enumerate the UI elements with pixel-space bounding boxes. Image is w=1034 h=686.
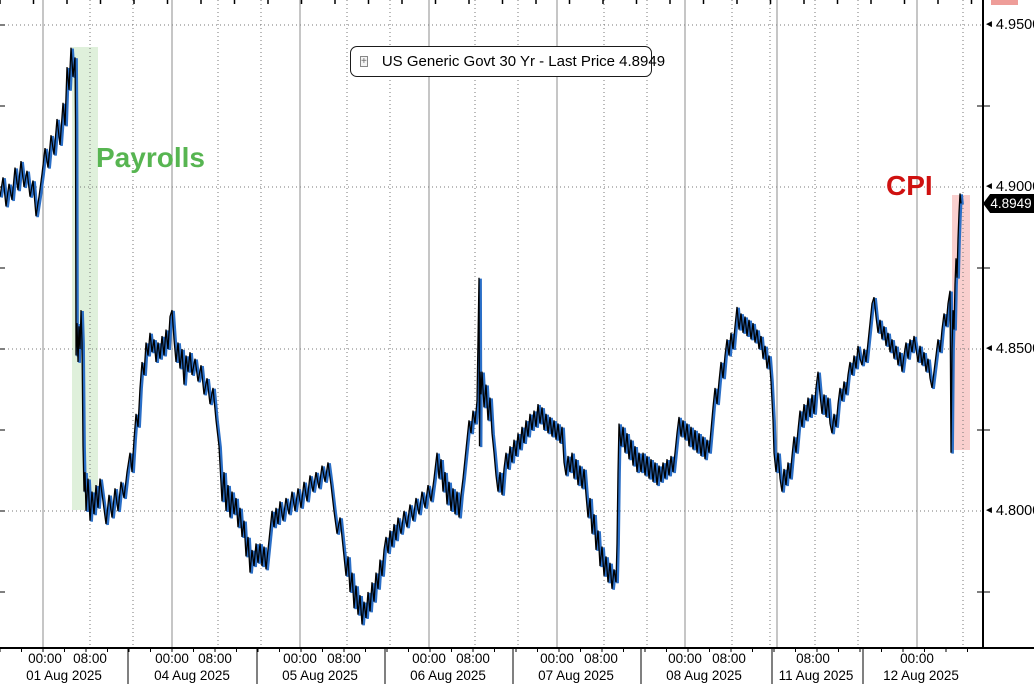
clipped-red-marker [991,0,1018,5]
x-axis-time-label: 00:00 [155,651,189,666]
x-axis-time-label: 00:00 [283,651,317,666]
legend-box[interactable]: + US Generic Govt 30 Yr - Last Price 4.8… [350,46,665,77]
x-axis-date-label: 12 Aug 2025 [883,668,959,683]
x-axis-time-label: 08:00 [198,651,232,666]
x-axis-date-label: 01 Aug 2025 [26,668,102,683]
x-axis-time-label: 00:00 [28,651,62,666]
axis-arrow-icon: ◄ [984,505,994,516]
x-axis-time-label: 08:00 [712,651,746,666]
x-axis-time-label: 00:00 [900,651,934,666]
y-axis-label: ◄4.8500 [984,340,1034,358]
x-axis-date-label: 05 Aug 2025 [282,668,358,683]
x-axis-time-label: 08:00 [796,651,830,666]
axis-arrow-icon: ◄ [984,181,994,192]
x-axis-time-label: 08:00 [73,651,107,666]
x-axis-date-label: 07 Aug 2025 [538,668,614,683]
annotation-payrolls: Payrolls [96,142,205,173]
price-line-primary [0,47,962,625]
y-axis-label: ◄4.9500 [984,16,1034,34]
x-axis-date-label: 04 Aug 2025 [154,668,230,683]
x-axis-time-label: 08:00 [327,651,361,666]
price-line-secondary [0,48,964,626]
x-axis-time-label: 00:00 [540,651,574,666]
x-axis-time-label: 00:00 [412,651,446,666]
x-axis-time-label: 08:00 [584,651,618,666]
y-axis-label-text: 4.8500 [995,341,1034,357]
y-axis-label-text: 4.9500 [995,17,1034,33]
legend-label: US Generic Govt 30 Yr - Last Price 4.894… [381,53,666,70]
expand-icon[interactable]: + [360,56,368,67]
y-axis-label: ◄4.9000 [984,178,1034,196]
annotation-cpi: CPI [886,170,933,201]
axis-arrow-icon: ◄ [984,343,994,354]
x-axis-date-label: 06 Aug 2025 [410,668,486,683]
axis-arrow-icon: ◄ [984,19,994,30]
x-axis-date-label: 08 Aug 2025 [666,668,742,683]
last-price-badge: 4.8949 [983,194,1034,214]
y-axis-label-text: 4.9000 [995,179,1034,195]
x-axis-time-label: 08:00 [456,651,490,666]
x-axis-time-label: 00:00 [668,651,702,666]
x-axis-date-label: 11 Aug 2025 [778,668,854,683]
